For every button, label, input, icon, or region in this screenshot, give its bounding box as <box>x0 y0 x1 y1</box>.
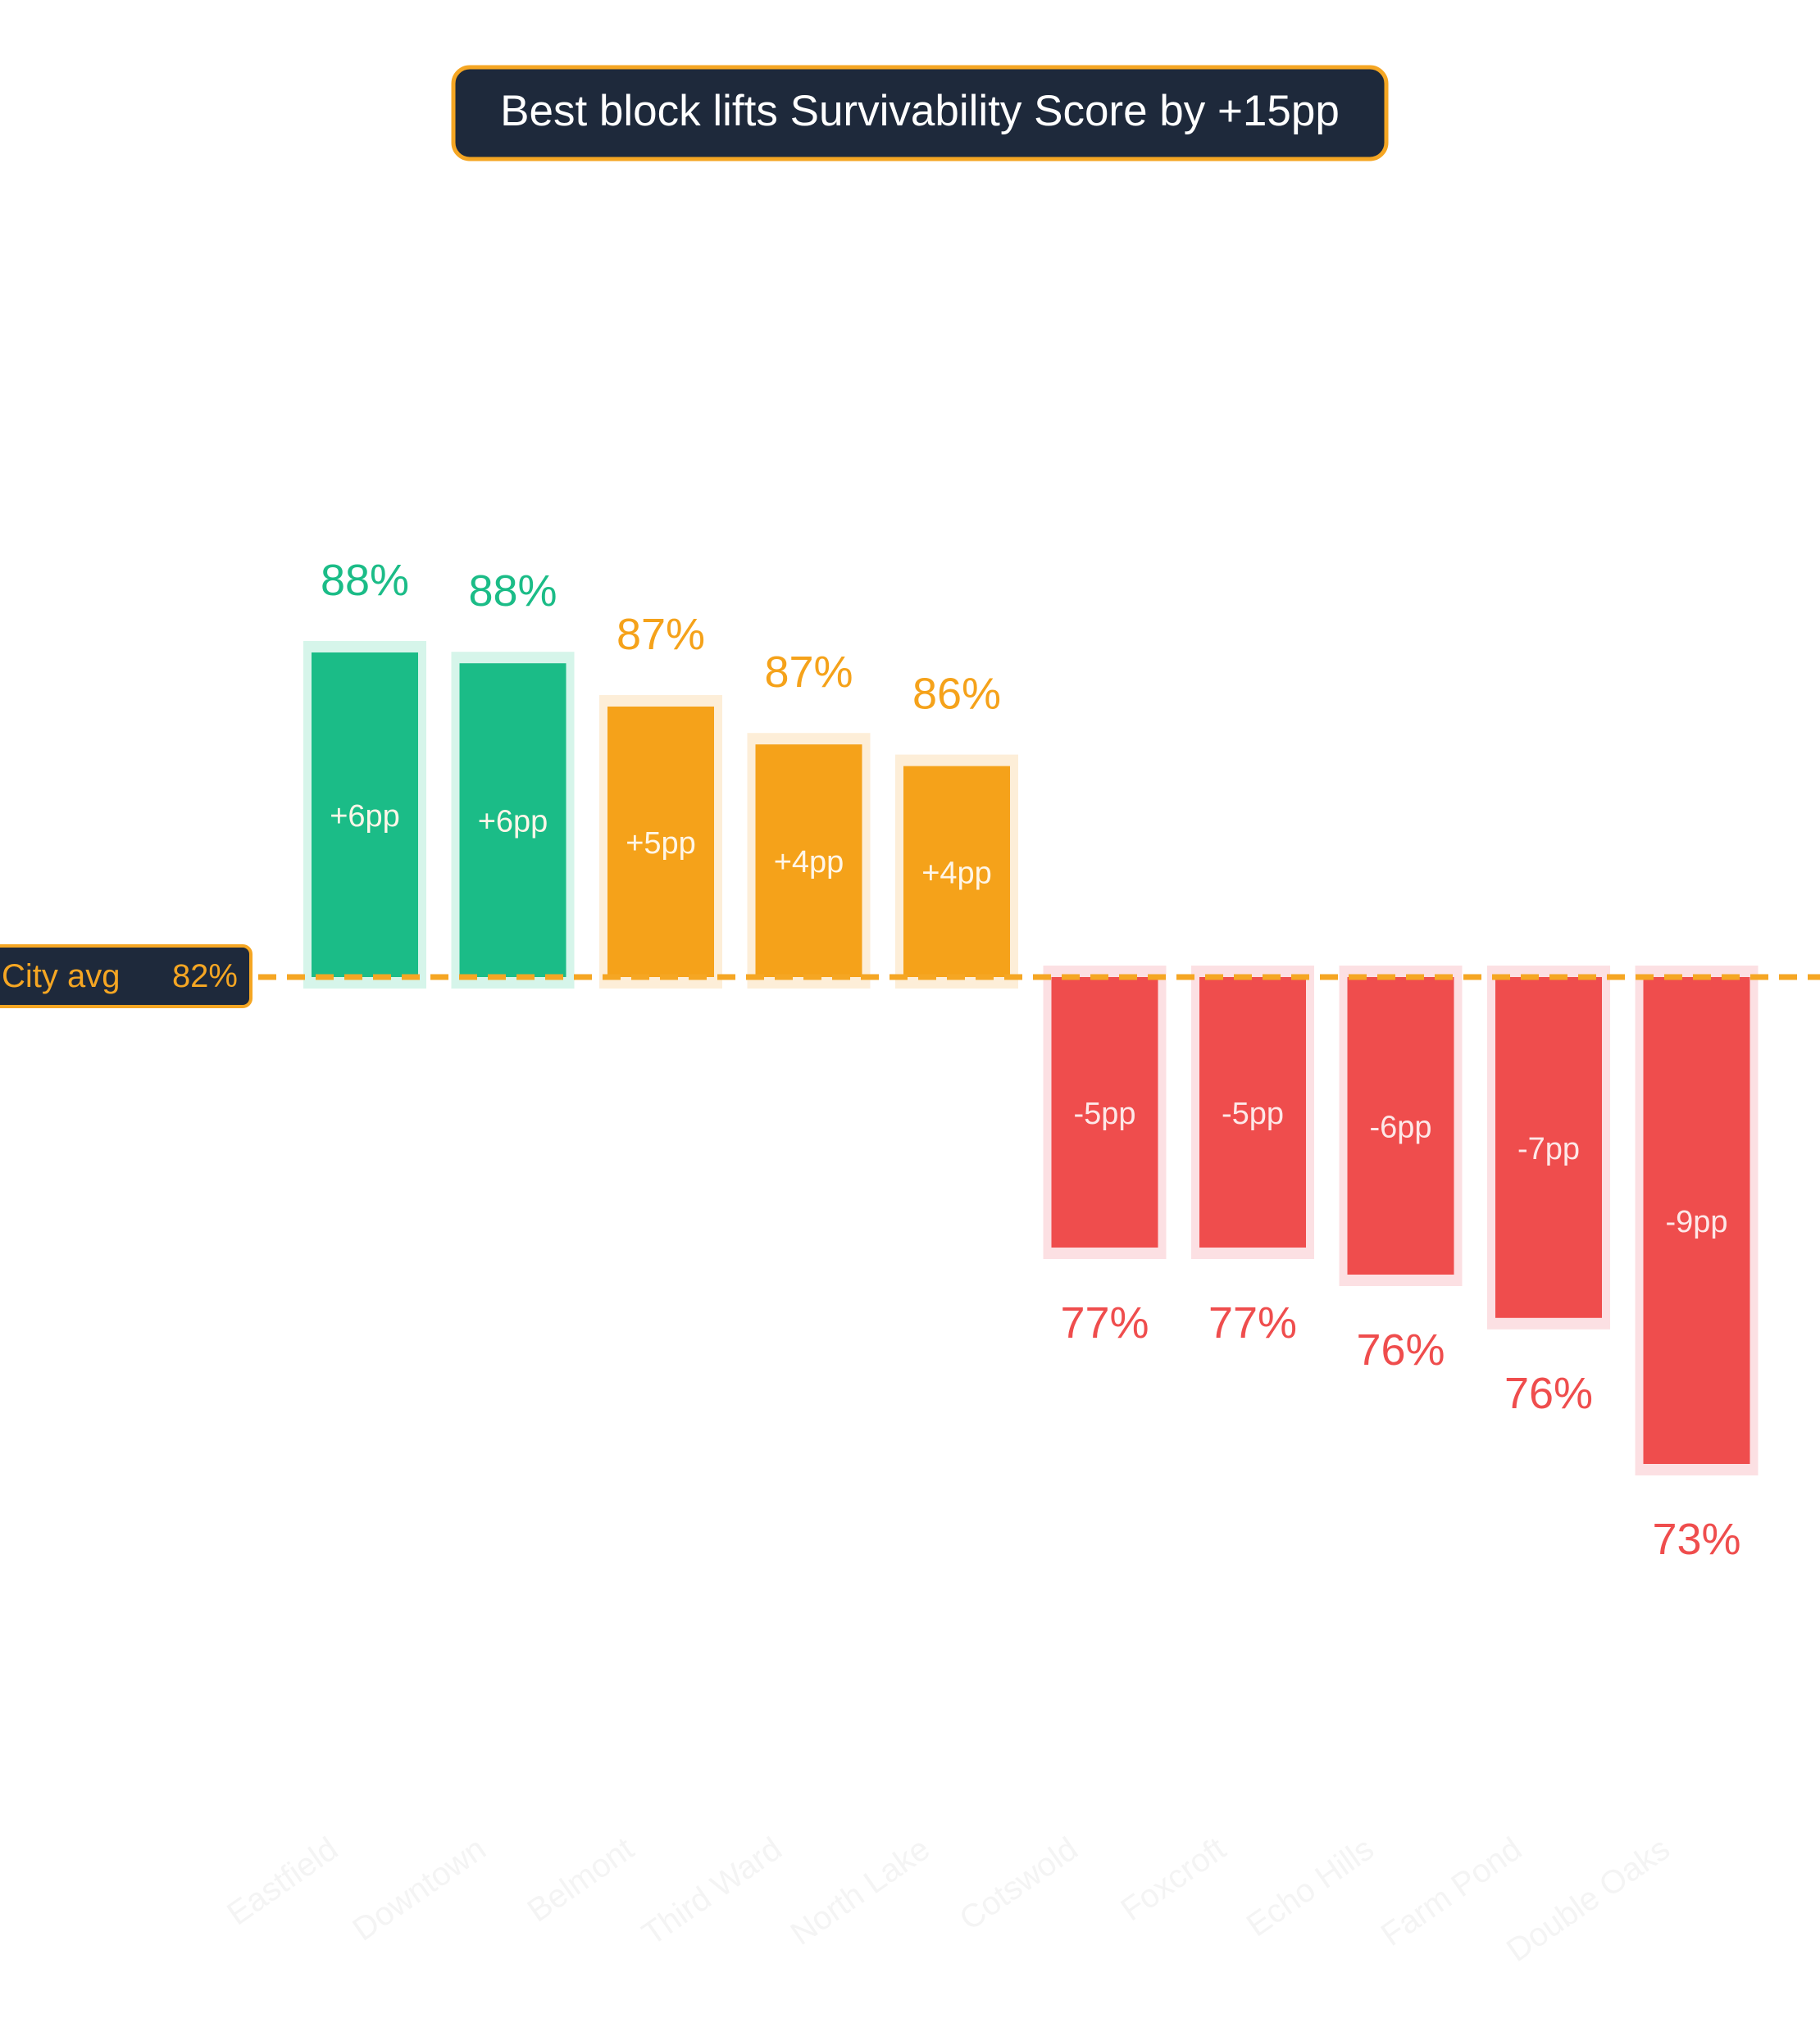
bar-value-label: 73% <box>1652 1515 1740 1564</box>
chart-title-box <box>451 65 1389 161</box>
bar-value-label: 76% <box>1504 1369 1593 1418</box>
bar <box>1051 977 1158 1248</box>
bar-delta-label: +5pp <box>626 826 696 861</box>
reference-value-label: 82% <box>172 958 238 994</box>
bar-delta-label: -5pp <box>1222 1097 1284 1131</box>
bar-value-label: 86% <box>912 670 1001 719</box>
bar-delta-label: -5pp <box>1073 1097 1135 1131</box>
bar <box>1643 977 1750 1464</box>
bar <box>903 766 1010 977</box>
bar <box>1199 977 1306 1248</box>
bar-delta-label: -6pp <box>1369 1111 1431 1145</box>
bar <box>312 652 418 977</box>
reference-label: City avg <box>2 958 121 994</box>
bar-value-label: 88% <box>468 566 557 616</box>
bar-value-label: 77% <box>1208 1298 1297 1348</box>
bar-delta-label: +4pp <box>774 845 844 880</box>
bar-delta-label: +6pp <box>330 799 400 834</box>
bar-value-label: 77% <box>1060 1298 1149 1348</box>
bar <box>459 663 566 977</box>
reference-badge-box <box>0 944 253 1008</box>
bar-value-label: 76% <box>1356 1325 1445 1375</box>
bar <box>1347 977 1454 1275</box>
bar-delta-label: -9pp <box>1665 1205 1727 1239</box>
bar <box>755 744 862 977</box>
bar <box>1495 977 1602 1318</box>
bar <box>607 707 714 977</box>
bar-delta-label: +4pp <box>921 856 992 890</box>
bar-delta-label: -7pp <box>1517 1132 1580 1166</box>
chart-title-badge: Best block lifts Survivability Score by … <box>451 65 1389 161</box>
bars-layer <box>303 641 1759 1475</box>
bar-value-label: 87% <box>617 610 705 659</box>
bar-value-label: 88% <box>321 556 409 605</box>
chart-title: Best block lifts Survivability Score by … <box>500 87 1340 135</box>
bar-value-label: 87% <box>764 648 853 697</box>
reference-badge: City avg 82% <box>0 944 253 1008</box>
bar-delta-label: +6pp <box>478 805 548 839</box>
